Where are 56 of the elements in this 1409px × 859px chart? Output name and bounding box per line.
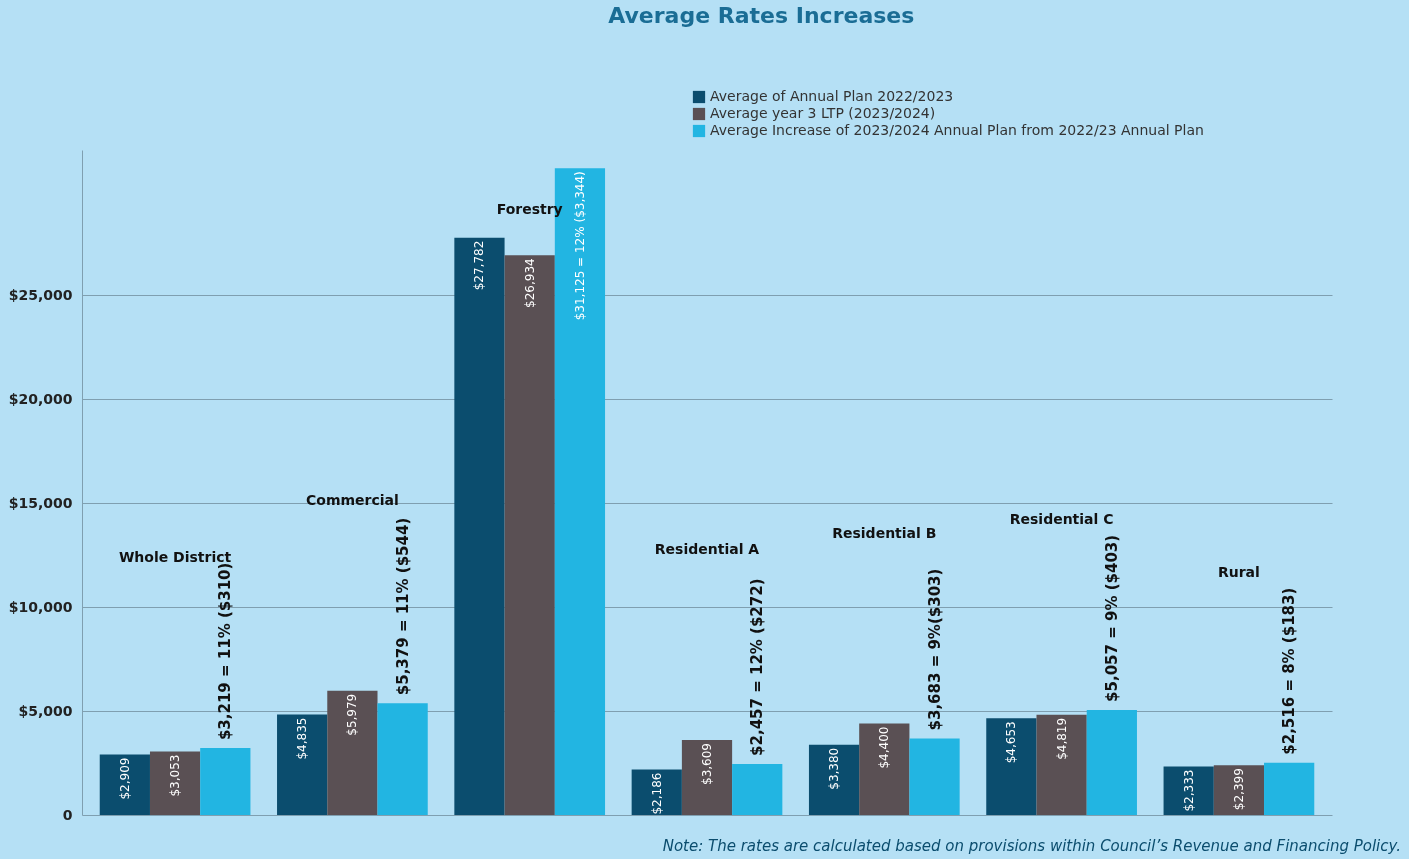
bar	[277, 714, 328, 815]
bar	[327, 690, 378, 815]
data-label: $5,979	[345, 693, 360, 736]
data-label: $2,909	[117, 757, 132, 800]
chart-title: Average Rates Increases	[608, 3, 915, 28]
data-label: $4,653	[1004, 721, 1019, 764]
bar	[1264, 762, 1315, 815]
data-label: $27,782	[472, 240, 487, 291]
data-label: $3,053	[168, 754, 183, 797]
x-tick-label: Residential C	[1009, 510, 1114, 527]
data-label: $4,835	[295, 717, 310, 760]
y-tick-label: $20,000	[8, 390, 73, 407]
bar	[1086, 709, 1137, 815]
y-tick-label: 0	[62, 806, 73, 823]
data-label: $2,333	[1181, 769, 1196, 812]
data-label: $3,380	[827, 747, 842, 790]
bar	[504, 255, 555, 815]
data-label: $4,400	[877, 726, 892, 769]
data-label: $5,057 = 9% ($403)	[1102, 534, 1121, 702]
bar	[909, 738, 960, 815]
x-tick-label: Commercial	[305, 491, 399, 508]
legend-label: Average Increase of 2023/2024 Annual Plan from 2022/23 Annual Plan	[710, 122, 1204, 138]
data-label: $4,819	[1054, 717, 1069, 760]
data-label: $26,934	[522, 258, 537, 308]
data-label: $31,125 = 12% ($3,344)	[572, 171, 587, 321]
bar	[1163, 766, 1214, 815]
bar	[732, 763, 783, 815]
bar	[99, 754, 150, 815]
bar	[1036, 714, 1087, 815]
data-label: $3,609	[700, 743, 714, 785]
bar	[681, 740, 733, 815]
data-label: $2,399	[1231, 768, 1246, 811]
data-label: $3,219 = 11% ($310)	[216, 562, 235, 741]
bar	[986, 718, 1037, 815]
legend-label: Average of Annual Plan 2022/2023	[710, 88, 954, 104]
y-tick-label: $5,000	[18, 702, 73, 719]
y-tick-label: $15,000	[8, 494, 73, 511]
x-tick-label: Rural	[1217, 563, 1260, 580]
bar	[377, 703, 428, 815]
data-label: $2,186	[649, 772, 664, 815]
bar	[149, 751, 201, 815]
data-label: $5,379 = 11% ($544)	[393, 517, 412, 696]
bar	[1213, 765, 1265, 815]
bar	[454, 237, 505, 815]
bar	[808, 744, 860, 815]
text: Note: The rates are calculated based on provisions within Council’s Revenue and Financing Policy.	[662, 837, 1401, 855]
bar	[200, 748, 251, 815]
data-label: $2,457 = 12% ($272)	[748, 578, 767, 756]
legend-label: Average year 3 LTP (2023/2024)	[710, 105, 936, 121]
data-label: $2,516 = 8% ($183)	[1280, 587, 1299, 755]
x-tick-label: Residential B	[832, 524, 937, 541]
x-tick-label: Residential A	[654, 541, 760, 557]
data-label: $3,683 = 9%($303)	[925, 568, 944, 731]
bar	[859, 723, 910, 815]
y-tick-label: $10,000	[8, 598, 73, 615]
y-tick-label: $25,000	[8, 286, 73, 303]
